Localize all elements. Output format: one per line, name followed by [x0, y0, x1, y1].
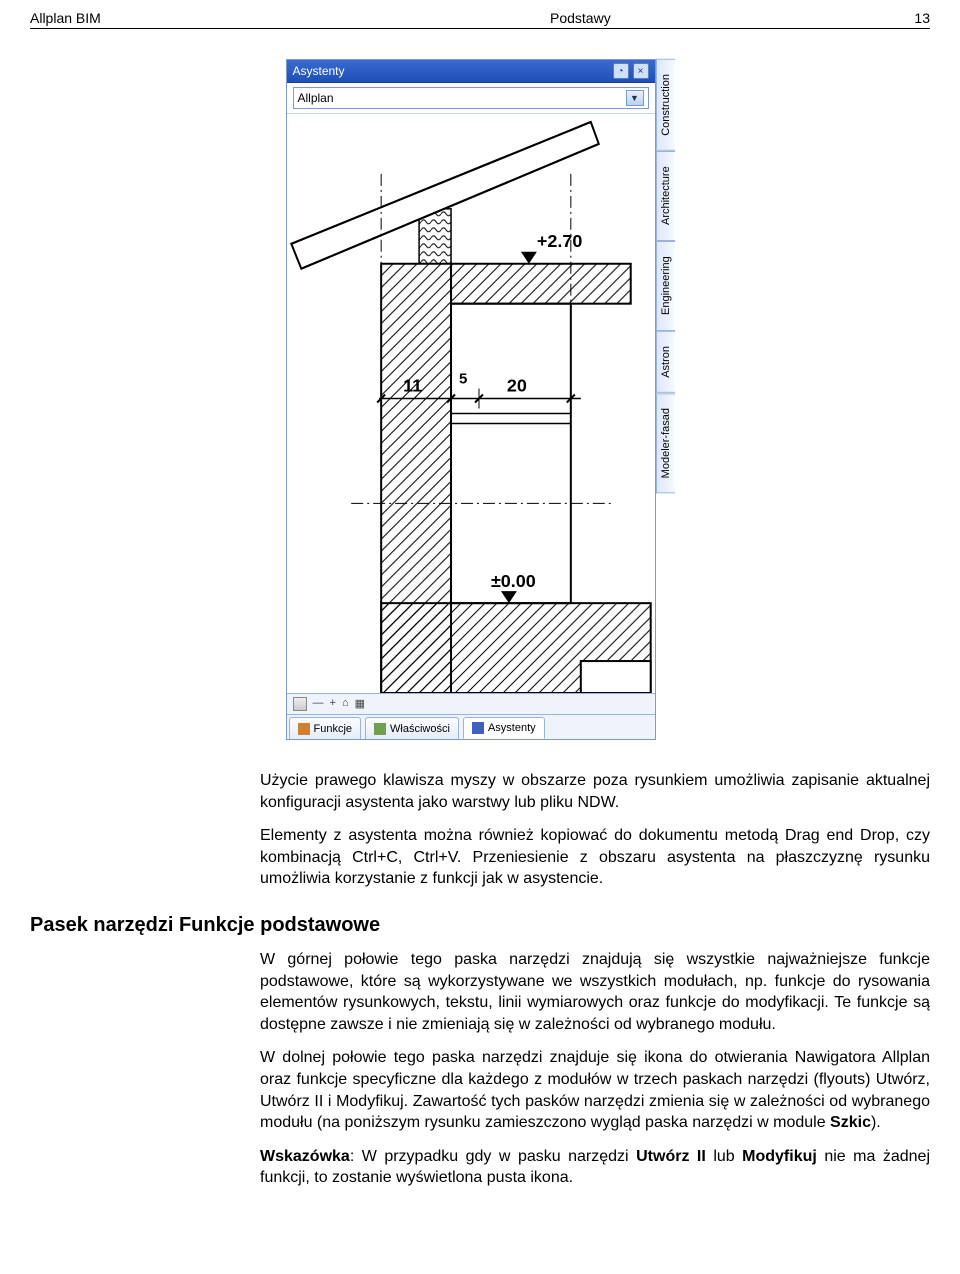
side-tab-modeler-fasad[interactable]: Modeler-fasad — [656, 393, 675, 493]
side-tabs: Construction Architecture Engineering As… — [656, 59, 675, 493]
asystenty-icon — [472, 722, 484, 734]
elevation-top-marker: +2.70 — [510, 231, 590, 264]
nav-arrows-icon[interactable] — [293, 697, 307, 711]
body-text: Użycie prawego klawisza myszy w obszarze… — [30, 770, 930, 890]
panel-title: Asystenty — [293, 64, 345, 78]
section-heading: Pasek narzędzi Funkcje podstawowe — [30, 914, 930, 937]
canvas-toolbar: — + ⌂ ▦ — [287, 693, 655, 714]
paragraph-4: W dolnej połowie tego paska narzędzi zna… — [260, 1047, 930, 1133]
assistant-panel: Asystenty ◔ × Allplan ▼ — [286, 59, 656, 740]
header-center: Podstawy — [370, 10, 890, 26]
project-dropdown[interactable]: Allplan ▼ — [293, 87, 649, 109]
dim-left: 11 — [403, 376, 422, 396]
tool-plus-icon[interactable]: + — [330, 697, 336, 711]
drawing-canvas: +2.70 ±0.00 — [287, 113, 655, 693]
help-icon[interactable]: ◔ — [613, 63, 629, 79]
side-tab-engineering[interactable]: Engineering — [656, 241, 675, 331]
paragraph-1: Użycie prawego klawisza myszy w obszarze… — [260, 770, 930, 813]
page-header: Allplan BIM Podstawy 13 — [30, 10, 930, 29]
side-tab-astron[interactable]: Astron — [656, 331, 675, 393]
tool-home-icon[interactable]: ⌂ — [342, 697, 349, 711]
tool-grid-icon[interactable]: ▦ — [355, 697, 365, 711]
tab-label: Asystenty — [488, 722, 536, 734]
dim-mid: 5 — [459, 371, 467, 388]
bottom-tabs: Funkcje Właściwości Asystenty — [287, 714, 655, 739]
side-tab-construction[interactable]: Construction — [656, 59, 675, 151]
tab-wlasciwosci[interactable]: Właściwości — [365, 717, 459, 739]
close-icon[interactable]: × — [633, 63, 649, 79]
wlasciwosci-icon — [374, 723, 386, 735]
tab-label: Funkcje — [314, 723, 353, 735]
elevation-top: +2.70 — [536, 231, 581, 251]
elevation-bottom: ±0.00 — [490, 571, 535, 591]
header-left: Allplan BIM — [30, 10, 370, 26]
paragraph-3: W górnej połowie tego paska narzędzi zna… — [260, 949, 930, 1035]
dropdown-value: Allplan — [298, 91, 334, 105]
tab-asystenty[interactable]: Asystenty — [463, 717, 545, 739]
panel-titlebar[interactable]: Asystenty ◔ × — [287, 60, 655, 83]
chevron-down-icon[interactable]: ▼ — [626, 90, 644, 106]
tab-funkcje[interactable]: Funkcje — [289, 717, 362, 739]
tab-label: Właściwości — [390, 723, 450, 735]
funkcje-icon — [298, 723, 310, 735]
header-page-number: 13 — [890, 10, 930, 26]
paragraph-2: Elementy z asystenta można również kopio… — [260, 825, 930, 890]
tool-dash-icon[interactable]: — — [313, 697, 324, 711]
paragraph-5: Wskazówka: W przypadku gdy w pasku narzę… — [260, 1146, 930, 1189]
body-text-2: W górnej połowie tego paska narzędzi zna… — [30, 949, 930, 1189]
dim-right: 20 — [506, 376, 526, 396]
side-tab-architecture[interactable]: Architecture — [656, 151, 675, 241]
assistant-panel-figure: Asystenty ◔ × Allplan ▼ — [30, 59, 930, 740]
